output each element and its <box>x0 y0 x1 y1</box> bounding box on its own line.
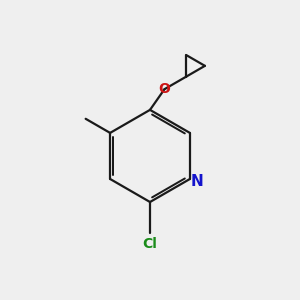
Text: Cl: Cl <box>142 237 158 251</box>
Text: O: O <box>159 82 170 96</box>
Text: N: N <box>191 174 204 189</box>
